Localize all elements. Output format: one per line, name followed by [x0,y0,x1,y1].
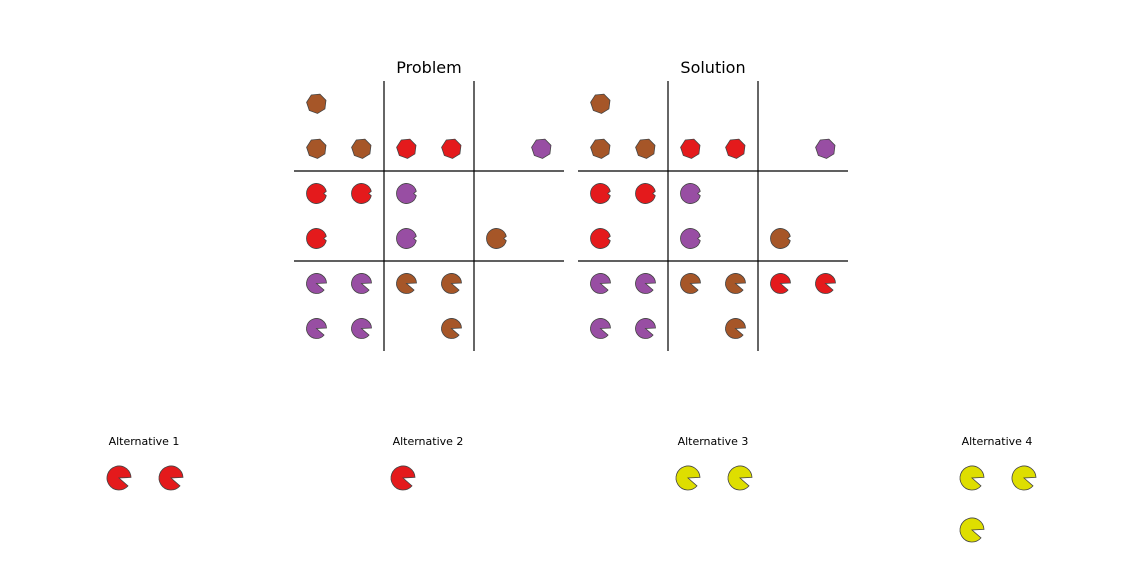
alternative-4[interactable]: Alternative 4 [959,435,1037,543]
alternative-2-shapes [390,465,416,491]
problem-shape-heptagon-brown [306,138,327,159]
alternative-1-label: Alternative 1 [109,435,180,448]
solution-shape-heptagon-purple [815,138,836,159]
solution-shape-heptagon-brown [590,138,611,159]
solution-panel: Solution [578,58,848,351]
solution-shape-notched-purple [680,228,701,249]
problem-shape-notched-purple [396,183,417,204]
alternative-4-shape-pacman-yellow [959,517,985,543]
solution-shape-heptagon-brown [590,93,611,114]
solution-shape-notched-red [590,183,611,204]
problem-shape-heptagon-brown [351,138,372,159]
alternative-3-label: Alternative 3 [678,435,749,448]
alternative-2[interactable]: Alternative 2 [390,435,464,491]
alternative-2-shape-pacman-red [390,465,416,491]
solution-shapes [590,93,836,339]
problem-shape-pacman-brown [396,273,417,294]
problem-title: Problem [396,58,461,77]
solution-shape-notched-red [590,228,611,249]
solution-shape-heptagon-red [725,138,746,159]
problem-shape-notched-red [351,183,372,204]
alternative-3-shapes [675,465,753,491]
problem-shape-pacman-brown [441,318,462,339]
alternative-3[interactable]: Alternative 3 [675,435,753,491]
alternative-3-shape-pacman-yellow [727,465,753,491]
problem-shape-pacman-purple [306,318,327,339]
solution-shape-notched-purple [680,183,701,204]
alternative-4-shape-pacman-yellow [1011,465,1037,491]
solution-shape-pacman-brown [725,273,746,294]
alternative-1-shape-pacman-red [158,465,184,491]
solution-shape-notched-red [635,183,656,204]
solution-shape-pacman-purple [635,318,656,339]
problem-shape-heptagon-red [396,138,417,159]
solution-title: Solution [680,58,745,77]
solution-shape-pacman-brown [680,273,701,294]
alternative-1-shape-pacman-red [106,465,132,491]
alternative-4-shapes [959,465,1037,543]
problem-shapes [306,93,552,339]
alternative-3-shape-pacman-yellow [675,465,701,491]
problem-shape-heptagon-red [441,138,462,159]
problem-shape-heptagon-brown [306,93,327,114]
problem-shape-heptagon-purple [531,138,552,159]
problem-shape-pacman-brown [441,273,462,294]
solution-shape-pacman-purple [590,318,611,339]
alternative-4-label: Alternative 4 [962,435,1033,448]
solution-shape-pacman-red [770,273,791,294]
solution-shape-notched-brown [770,228,791,249]
problem-shape-pacman-purple [351,318,372,339]
problem-shape-notched-brown [486,228,507,249]
solution-shape-pacman-purple [635,273,656,294]
alternative-4-shape-pacman-yellow [959,465,985,491]
solution-shape-pacman-red [815,273,836,294]
solution-shape-pacman-brown [725,318,746,339]
solution-shape-pacman-purple [590,273,611,294]
problem-shape-notched-red [306,228,327,249]
problem-shape-pacman-purple [306,273,327,294]
problem-shape-pacman-purple [351,273,372,294]
alternative-1[interactable]: Alternative 1 [106,435,184,491]
solution-shape-heptagon-red [680,138,701,159]
alternative-1-shapes [106,465,184,491]
problem-panel: Problem [294,58,564,351]
problem-shape-notched-red [306,183,327,204]
problem-grid [294,81,564,351]
problem-shape-notched-purple [396,228,417,249]
solution-grid [578,81,848,351]
solution-shape-heptagon-brown [635,138,656,159]
alternative-2-label: Alternative 2 [393,435,464,448]
